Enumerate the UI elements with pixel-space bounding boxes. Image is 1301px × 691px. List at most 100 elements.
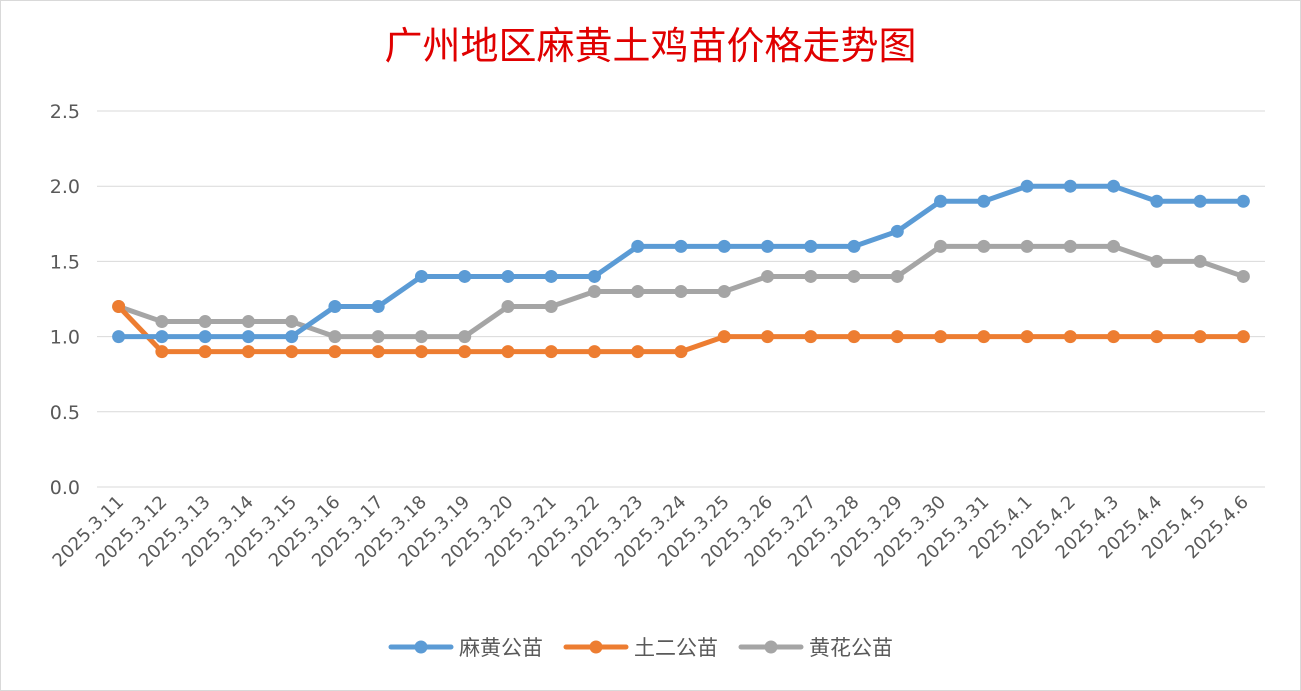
data-point: [155, 345, 169, 359]
data-point: [1193, 194, 1207, 208]
data-point: [155, 315, 169, 329]
series-2: [112, 300, 1250, 359]
data-point: [890, 330, 904, 344]
legend-swatch-marker: [414, 640, 428, 654]
data-point: [1020, 179, 1034, 193]
data-point: [977, 239, 991, 253]
data-point: [761, 239, 775, 253]
legend-label: 土二公苗: [634, 636, 718, 660]
data-point: [198, 330, 212, 344]
data-point: [544, 300, 558, 314]
series-group: [112, 179, 1250, 359]
y-tick-label: 2.5: [50, 101, 80, 123]
data-point: [501, 345, 515, 359]
y-tick-label: 1.5: [50, 251, 80, 273]
data-point: [1193, 254, 1207, 268]
data-point: [674, 284, 688, 298]
data-point: [977, 330, 991, 344]
data-point: [674, 345, 688, 359]
series-1: [112, 179, 1250, 344]
data-point: [371, 330, 385, 344]
data-point: [631, 239, 645, 253]
data-point: [1150, 254, 1164, 268]
data-point: [198, 345, 212, 359]
y-tick-label: 0.0: [50, 477, 80, 499]
data-point: [198, 315, 212, 329]
data-point: [847, 269, 861, 283]
data-point: [328, 345, 342, 359]
x-axis: 2025.3.112025.3.122025.3.132025.3.142025…: [49, 492, 1253, 572]
data-point: [804, 330, 818, 344]
data-point: [1193, 330, 1207, 344]
data-point: [112, 330, 126, 344]
data-point: [1236, 330, 1250, 344]
data-point: [544, 345, 558, 359]
data-point: [717, 284, 731, 298]
y-tick-label: 0.5: [50, 402, 80, 424]
data-point: [501, 300, 515, 314]
data-point: [587, 284, 601, 298]
data-point: [1236, 194, 1250, 208]
data-point: [285, 345, 299, 359]
data-point: [544, 269, 558, 283]
data-point: [414, 345, 428, 359]
y-tick-label: 1.0: [50, 327, 80, 349]
data-point: [458, 345, 472, 359]
chart-title: 广州地区麻黄土鸡苗价格走势图: [384, 24, 917, 68]
data-point: [501, 269, 515, 283]
y-axis: 0.0 0.5 1.0 1.5 2.0 2.5: [50, 101, 80, 499]
data-point: [458, 269, 472, 283]
data-point: [587, 269, 601, 283]
data-point: [458, 330, 472, 344]
data-point: [890, 224, 904, 238]
data-point: [112, 300, 126, 314]
legend-swatch-marker: [589, 640, 603, 654]
data-point: [761, 330, 775, 344]
data-point: [847, 239, 861, 253]
data-point: [847, 330, 861, 344]
data-point: [674, 239, 688, 253]
data-point: [1150, 330, 1164, 344]
data-point: [414, 330, 428, 344]
legend-label: 麻黄公苗: [459, 636, 543, 660]
series-3: [112, 239, 1250, 344]
data-point: [804, 239, 818, 253]
legend-item: 麻黄公苗: [388, 636, 543, 660]
data-point: [1150, 194, 1164, 208]
data-point: [934, 330, 948, 344]
data-point: [934, 194, 948, 208]
data-point: [804, 269, 818, 283]
series-line: [116, 304, 1246, 355]
data-point: [587, 345, 601, 359]
data-point: [1063, 239, 1077, 253]
data-point: [1063, 330, 1077, 344]
data-point: [1020, 330, 1034, 344]
data-point: [371, 300, 385, 314]
data-point: [371, 345, 385, 359]
data-point: [328, 330, 342, 344]
gridlines: [97, 110, 1265, 488]
y-tick-label: 2.0: [50, 176, 80, 198]
legend-label: 黄花公苗: [809, 636, 893, 660]
data-point: [285, 330, 299, 344]
data-point: [631, 345, 645, 359]
data-point: [761, 269, 775, 283]
data-point: [717, 330, 731, 344]
data-point: [414, 269, 428, 283]
data-point: [717, 239, 731, 253]
data-point: [241, 330, 255, 344]
data-point: [890, 269, 904, 283]
data-point: [241, 345, 255, 359]
data-point: [1063, 179, 1077, 193]
data-point: [328, 300, 342, 314]
data-point: [1107, 330, 1121, 344]
data-point: [1236, 269, 1250, 283]
data-point: [155, 330, 169, 344]
data-point: [241, 315, 255, 329]
data-point: [977, 194, 991, 208]
data-point: [934, 239, 948, 253]
legend: 麻黄公苗 土二公苗 黄花公苗: [388, 636, 893, 660]
data-point: [1107, 239, 1121, 253]
